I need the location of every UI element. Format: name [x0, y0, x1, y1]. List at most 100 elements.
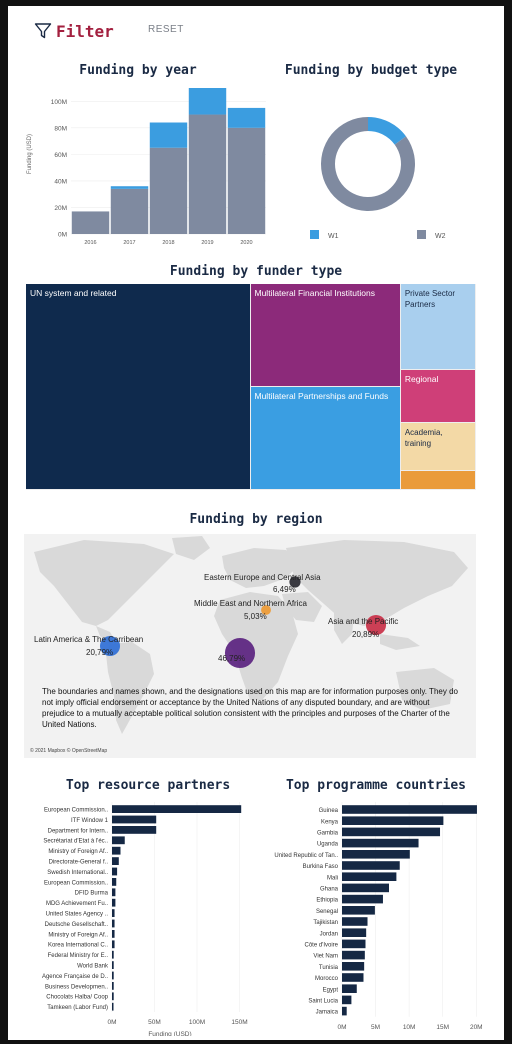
filter-button[interactable]: Filter	[34, 20, 114, 42]
year-bar-w1-2020[interactable]	[227, 107, 266, 128]
bar-category-label: Mali	[327, 875, 338, 881]
bar-category-label: Saint Lucia	[308, 998, 338, 1004]
heading-top-programme-countries: Top programme countries	[285, 778, 466, 793]
bar-morocco[interactable]	[342, 973, 364, 982]
bar-saint-lucia[interactable]	[342, 995, 352, 1005]
treemap-cell-regional[interactable]: Regional	[400, 369, 475, 423]
region-bubble-asia-and-the-pacific[interactable]	[365, 614, 387, 636]
region-bubble-eastern-europe-and-central-asia[interactable]	[289, 576, 301, 588]
year-y-tick-label: 0M	[58, 232, 67, 239]
bar-uganda[interactable]	[342, 838, 419, 848]
treemap-cell-academia-training[interactable]: Academia, training	[400, 423, 475, 471]
region-bubble-africa[interactable]	[224, 637, 256, 669]
bar-deutsche-gesellschaft[interactable]	[112, 919, 115, 928]
bar-directorate-general-f[interactable]	[112, 857, 119, 865]
bar-european-commission[interactable]	[112, 805, 242, 813]
donut-slice-w2[interactable]	[321, 117, 415, 211]
bar-category-label: Directorate-General f..	[49, 859, 109, 865]
bar-viet-nam[interactable]	[342, 950, 365, 960]
bar-swedish-international[interactable]	[112, 867, 118, 876]
year-bar-w2-2018[interactable]	[149, 147, 188, 234]
bar-chocolats-halba-coop[interactable]	[112, 992, 114, 1001]
bar-category-label: Senegal	[316, 909, 338, 915]
donut-slice-w1[interactable]	[368, 117, 407, 145]
year-bar-w2-2019[interactable]	[188, 114, 227, 234]
region-label-middle-east: Middle East and Northern Africa	[194, 599, 307, 608]
bar-ministry-of-foreign-af[interactable]	[112, 846, 121, 855]
bar-business-developmen[interactable]	[112, 982, 114, 990]
bar-tunisia[interactable]	[342, 962, 365, 971]
bar-category-label: Morocco	[315, 976, 339, 982]
bar-federal-ministry-for-e[interactable]	[112, 950, 114, 959]
bar-ministry-of-foreign-af[interactable]	[112, 930, 115, 938]
treemap-cell-un-system-and-related[interactable]: UN system and related	[26, 284, 250, 489]
year-y-tick-label: 80M	[54, 125, 67, 132]
bar-world-bank[interactable]	[112, 961, 114, 969]
bar-gambia[interactable]	[342, 827, 441, 837]
bar-tamkeen-labor-fund[interactable]	[112, 1002, 114, 1011]
bar-tajikistan[interactable]	[342, 917, 368, 926]
filter-label: Filter	[56, 21, 114, 41]
reset-button[interactable]: RESET	[148, 24, 184, 35]
bar-category-label: Swedish International..	[47, 870, 108, 876]
region-bubble-middle-east-and-northern-africa[interactable]	[261, 605, 271, 615]
heading-funding-by-year: Funding by year	[79, 63, 197, 78]
bar-category-label: Ethiopia	[316, 898, 338, 904]
treemap-cell-multilateral-partnerships-and-funds[interactable]: Multilateral Partnerships and Funds	[250, 387, 400, 489]
treemap-cell-private-sector-partners[interactable]: Private Sector Partners	[400, 284, 475, 369]
region-bubbles	[99, 576, 387, 669]
bar-c-te-d-ivoire[interactable]	[342, 939, 366, 949]
bar-kenya[interactable]	[342, 816, 444, 825]
bar-jordan[interactable]	[342, 928, 367, 937]
bar-department-for-intern[interactable]	[112, 826, 157, 834]
bar-ethiopia[interactable]	[342, 894, 383, 904]
year-x-tick-label: 2019	[201, 240, 213, 246]
year-bar-w1-2018[interactable]	[149, 122, 188, 148]
bar-category-label: DFID Burma	[75, 891, 109, 897]
legend-label-w1: W1	[328, 233, 339, 240]
bar-guinea[interactable]	[342, 805, 477, 814]
bar-category-label: Uganda	[317, 842, 339, 848]
bar-category-label: Côte d'Ivoire	[305, 942, 339, 948]
bar-european-commission[interactable]	[112, 878, 117, 886]
bar-korea-international-c[interactable]	[112, 940, 115, 949]
bar-egypt[interactable]	[342, 984, 357, 993]
bar-dfid-burma[interactable]	[112, 888, 116, 897]
bar-category-label: Tajikistan	[313, 920, 338, 926]
year-bar-w1-2017[interactable]	[110, 186, 149, 189]
treemap-label-un-system-and-related: UN system and related	[30, 288, 117, 298]
bar-jamaica[interactable]	[342, 1006, 347, 1016]
bar-category-label: MDG Achievement Fu..	[46, 901, 108, 907]
bar-ghana[interactable]	[342, 883, 389, 893]
bar-category-label: Agence Française de D..	[42, 974, 108, 980]
top-programme-countries-chart: 0M5M10M15M20MFunding (USD)GuineaKenyaGam…	[274, 802, 483, 1036]
bar-burkina-faso[interactable]	[342, 861, 400, 870]
bar-category-label: Chocolats Halba/ Coop	[46, 995, 108, 1001]
year-bar-w2-2016[interactable]	[71, 211, 110, 234]
bar-itf-window-1[interactable]	[112, 815, 157, 824]
bar-senegal[interactable]	[342, 906, 375, 915]
region-value-middle-east: 5,03%	[244, 612, 267, 621]
bar-agence-fran-aise-de-d[interactable]	[112, 971, 114, 980]
bar-united-states-agency[interactable]	[112, 909, 115, 917]
year-bar-w1-2019[interactable]	[188, 88, 227, 115]
bar-mdg-achievement-fu[interactable]	[112, 898, 116, 907]
x-tick-label: 50M	[148, 1019, 161, 1026]
x-tick-label: 15M	[436, 1024, 449, 1031]
heading-funding-by-funder-type: Funding by funder type	[169, 264, 343, 279]
bar-category-label: Burkina Faso	[303, 864, 339, 870]
treemap-label-multilateral-partnerships-and-funds: Multilateral Partnerships and Funds	[254, 391, 389, 401]
bar-category-label: Ghana	[320, 886, 339, 892]
treemap-cell-multilateral-financial-institutions[interactable]: Multilateral Financial Institutions	[250, 284, 400, 386]
year-bar-w2-2020[interactable]	[227, 127, 266, 234]
funding-by-budget-type-chart: W1 W2	[310, 117, 446, 240]
region-bubble-latin-america-the-carribean[interactable]	[99, 635, 121, 657]
treemap-label-regional: Regional	[404, 373, 439, 384]
treemap-cell-other[interactable]	[400, 471, 475, 489]
legend-label-w2: W2	[435, 233, 446, 240]
bar-secr-tariat-d-etat-l-c[interactable]	[112, 836, 125, 845]
year-bar-w2-2017[interactable]	[110, 188, 149, 234]
bar-mali[interactable]	[342, 872, 397, 881]
bar-united-republic-of-tan[interactable]	[342, 850, 410, 859]
x-tick-label: 0M	[107, 1019, 116, 1026]
